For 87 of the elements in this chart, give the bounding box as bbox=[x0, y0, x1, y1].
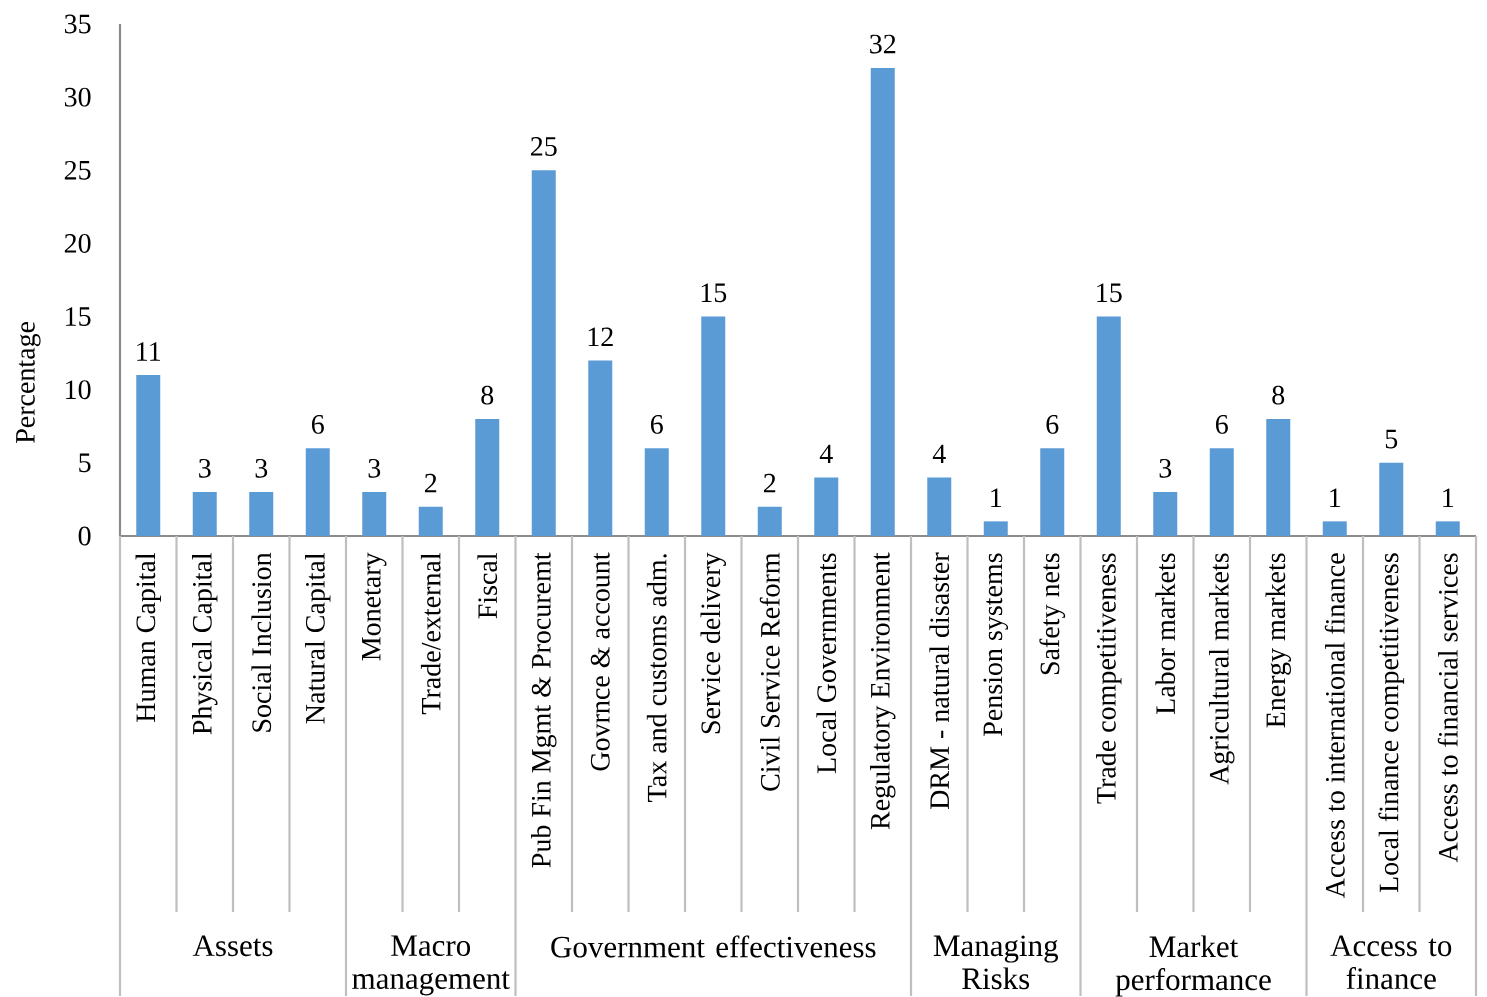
x-tick-label: Human Capital bbox=[135, 552, 161, 722]
y-tick-label: 35 bbox=[64, 14, 91, 34]
bar bbox=[362, 492, 387, 536]
data-label: 3 bbox=[368, 458, 381, 478]
bar bbox=[927, 477, 952, 536]
y-tick-label: 0 bbox=[78, 526, 91, 546]
x-tick-label: Labor markets bbox=[1155, 553, 1176, 715]
data-label: 6 bbox=[311, 414, 324, 434]
bar bbox=[475, 418, 500, 536]
bar bbox=[870, 67, 895, 536]
data-label: 8 bbox=[1272, 385, 1285, 405]
bar bbox=[1266, 418, 1291, 536]
data-label: 11 bbox=[137, 342, 161, 361]
data-label: 32 bbox=[870, 34, 896, 54]
bar bbox=[249, 492, 274, 536]
x-tick-label: Safety nets bbox=[1039, 553, 1066, 675]
x-tick-label: Service delivery bbox=[700, 552, 726, 734]
bar bbox=[1040, 448, 1065, 536]
data-label: 2 bbox=[424, 473, 437, 493]
text: Government effectiveness bbox=[551, 935, 876, 958]
bar bbox=[1435, 521, 1460, 536]
x-tick-label: Access to international finance bbox=[1324, 553, 1345, 899]
text: Market performance bbox=[1115, 935, 1271, 997]
bar bbox=[1379, 462, 1404, 536]
bar bbox=[305, 448, 330, 536]
data-label: 3 bbox=[255, 458, 268, 478]
x-tick-label: Social Inclusion bbox=[251, 552, 272, 732]
x-tick-label: Regulatory Environment bbox=[870, 552, 896, 830]
x-tick-label: Energy markets bbox=[1265, 553, 1291, 728]
x-tick-label: Civil Service Reform bbox=[759, 552, 780, 791]
bar bbox=[1096, 316, 1121, 536]
data-label: 4 bbox=[819, 444, 833, 464]
bar bbox=[1153, 492, 1178, 536]
bar bbox=[814, 477, 839, 536]
data-label: 15 bbox=[1097, 283, 1122, 303]
data-label: 6 bbox=[650, 414, 663, 434]
bar bbox=[1322, 521, 1347, 536]
x-tick-label: Trade competitiveness bbox=[1096, 553, 1122, 804]
x-tick-label: Agricultural markets bbox=[1209, 553, 1235, 785]
data-label: 3 bbox=[1159, 458, 1172, 478]
text: Assets bbox=[192, 935, 273, 957]
data-label: 15 bbox=[701, 283, 727, 303]
data-label: 6 bbox=[1215, 414, 1228, 434]
bar bbox=[983, 521, 1008, 536]
text: Access to finance bbox=[1330, 935, 1452, 990]
x-tick-label: Govrnce & account bbox=[590, 552, 610, 771]
y-tick-label: 25 bbox=[64, 160, 91, 180]
y-axis-title: Percentage bbox=[16, 321, 41, 443]
data-label: 6 bbox=[1046, 414, 1059, 434]
bar bbox=[192, 492, 217, 536]
data-label: 2 bbox=[763, 473, 776, 493]
data-label: 4 bbox=[932, 444, 946, 464]
data-label: 8 bbox=[481, 385, 494, 405]
text: Macro management bbox=[352, 935, 510, 996]
x-tick-label: Access to financial services bbox=[1437, 553, 1458, 863]
bar bbox=[588, 360, 613, 536]
data-label: 3 bbox=[199, 458, 211, 478]
data-label: 1 bbox=[1330, 488, 1341, 507]
data-label: 25 bbox=[530, 137, 557, 156]
text: Managing Risks bbox=[933, 935, 1059, 990]
x-tick-label: Monetary bbox=[362, 552, 387, 661]
data-label: 1 bbox=[991, 488, 1002, 507]
data-label: 12 bbox=[588, 327, 613, 347]
x-tick-label: DRM - natural disaster bbox=[929, 552, 950, 809]
bar bbox=[418, 506, 443, 536]
bar bbox=[701, 316, 726, 536]
y-tick-label: 5 bbox=[79, 453, 91, 473]
y-tick-label: 20 bbox=[64, 233, 91, 253]
bar bbox=[531, 170, 556, 536]
x-tick-label: Fiscal bbox=[477, 552, 498, 619]
x-tick-label: Pub Fin Mgmt & Procuremt bbox=[531, 552, 557, 868]
bar bbox=[136, 375, 161, 536]
bar bbox=[1209, 448, 1234, 536]
x-tick-label: Physical Capital bbox=[192, 552, 218, 735]
x-tick-label: Trade/external bbox=[420, 552, 441, 715]
data-label: 1 bbox=[1443, 488, 1454, 507]
x-tick-label: Local Governments bbox=[816, 553, 837, 774]
data-label: 5 bbox=[1385, 429, 1398, 449]
y-tick-label: 30 bbox=[64, 87, 91, 107]
x-tick-label: Local finance competitiveness bbox=[1378, 553, 1405, 893]
y-tick-label: 10 bbox=[66, 380, 91, 400]
bar bbox=[757, 506, 782, 536]
bar bbox=[644, 448, 669, 536]
y-tick-label: 15 bbox=[66, 307, 91, 326]
x-tick-label: Pension systems bbox=[983, 553, 1009, 736]
x-tick-label: Natural Capital bbox=[305, 552, 331, 724]
x-tick-label: Tax and customs adm. bbox=[646, 554, 667, 802]
